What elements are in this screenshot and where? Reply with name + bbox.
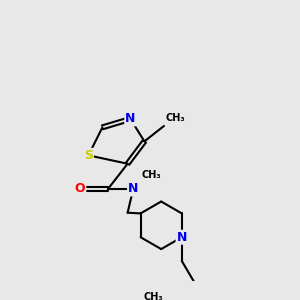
Text: N: N — [177, 231, 187, 244]
Text: CH₃: CH₃ — [165, 112, 185, 123]
Text: N: N — [128, 182, 138, 195]
Text: CH₃: CH₃ — [141, 170, 161, 180]
Text: CH₃: CH₃ — [144, 292, 164, 300]
Text: N: N — [125, 112, 136, 125]
Text: S: S — [84, 149, 93, 162]
Text: O: O — [75, 182, 85, 195]
